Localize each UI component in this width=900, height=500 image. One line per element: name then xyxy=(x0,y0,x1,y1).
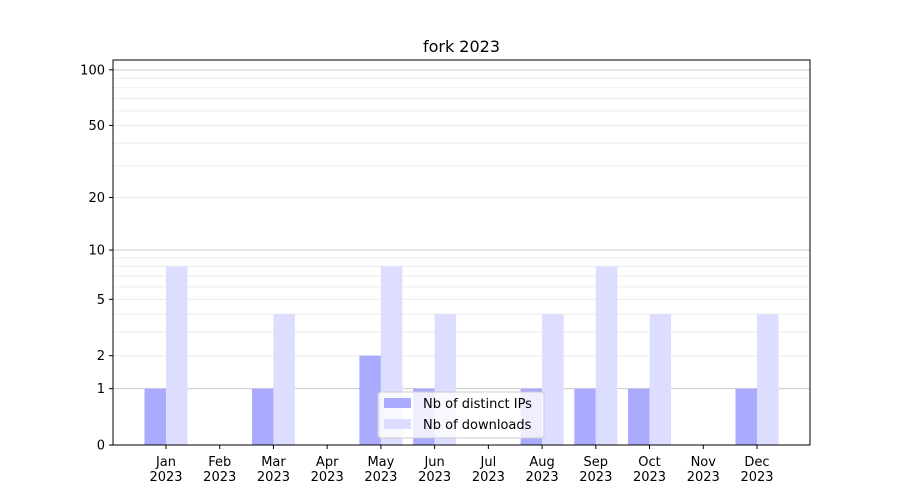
x-tick-label: 2023 xyxy=(149,470,182,485)
bar-ips xyxy=(735,388,757,445)
legend-label: Nb of downloads xyxy=(423,418,532,433)
y-tick-label: 20 xyxy=(88,191,105,206)
x-tick-label: 2023 xyxy=(203,470,236,485)
y-tick-label: 2 xyxy=(97,349,105,364)
bar-ips xyxy=(574,388,596,445)
x-tick-label: 2023 xyxy=(311,470,344,485)
x-tick-label: 2023 xyxy=(526,470,559,485)
x-tick-label: 2023 xyxy=(740,470,773,485)
bar-downloads xyxy=(757,314,779,445)
x-tick-label: Jun xyxy=(423,455,444,470)
legend-label: Nb of distinct IPs xyxy=(423,397,532,412)
x-tick-label: Jul xyxy=(480,455,497,470)
y-tick-label: 100 xyxy=(80,63,105,78)
x-tick-label: Feb xyxy=(208,455,231,470)
y-tick-label: 1 xyxy=(97,382,105,397)
y-tick-label: 0 xyxy=(97,439,105,454)
x-tick-label: 2023 xyxy=(579,470,612,485)
x-tick-label: 2023 xyxy=(687,470,720,485)
x-tick-label: Jan xyxy=(155,455,176,470)
bar-downloads xyxy=(273,314,295,445)
bar-ips xyxy=(251,388,274,445)
x-tick-label: 2023 xyxy=(633,470,666,485)
x-tick-label: Oct xyxy=(638,455,660,470)
y-tick-label: 10 xyxy=(88,244,105,259)
x-tick-label: Dec xyxy=(744,455,769,470)
x-tick-label: Apr xyxy=(316,455,339,470)
bar-downloads xyxy=(649,314,672,445)
x-tick-label: May xyxy=(367,455,394,470)
bar-ips xyxy=(359,355,381,445)
x-tick-label: 2023 xyxy=(364,470,397,485)
chart-title: fork 2023 xyxy=(423,37,500,56)
x-tick-label: Mar xyxy=(261,455,286,470)
bar-downloads xyxy=(542,314,564,445)
y-tick-label: 50 xyxy=(88,119,105,134)
x-tick-label: 2023 xyxy=(472,470,505,485)
plot-frame xyxy=(112,59,811,446)
legend-swatch xyxy=(384,419,411,429)
legend-swatch xyxy=(384,398,411,408)
x-tick-label: Sep xyxy=(584,455,609,470)
bar-ips xyxy=(628,388,650,445)
bar-downloads xyxy=(595,266,618,445)
x-tick-label: Nov xyxy=(691,455,717,470)
y-tick-label: 5 xyxy=(97,293,105,308)
bar-downloads xyxy=(166,266,188,445)
bar-ips xyxy=(144,388,166,445)
legend xyxy=(377,391,545,439)
x-tick-label: 2023 xyxy=(257,470,290,485)
x-tick-label: 2023 xyxy=(418,470,451,485)
x-tick-label: Aug xyxy=(529,455,554,470)
